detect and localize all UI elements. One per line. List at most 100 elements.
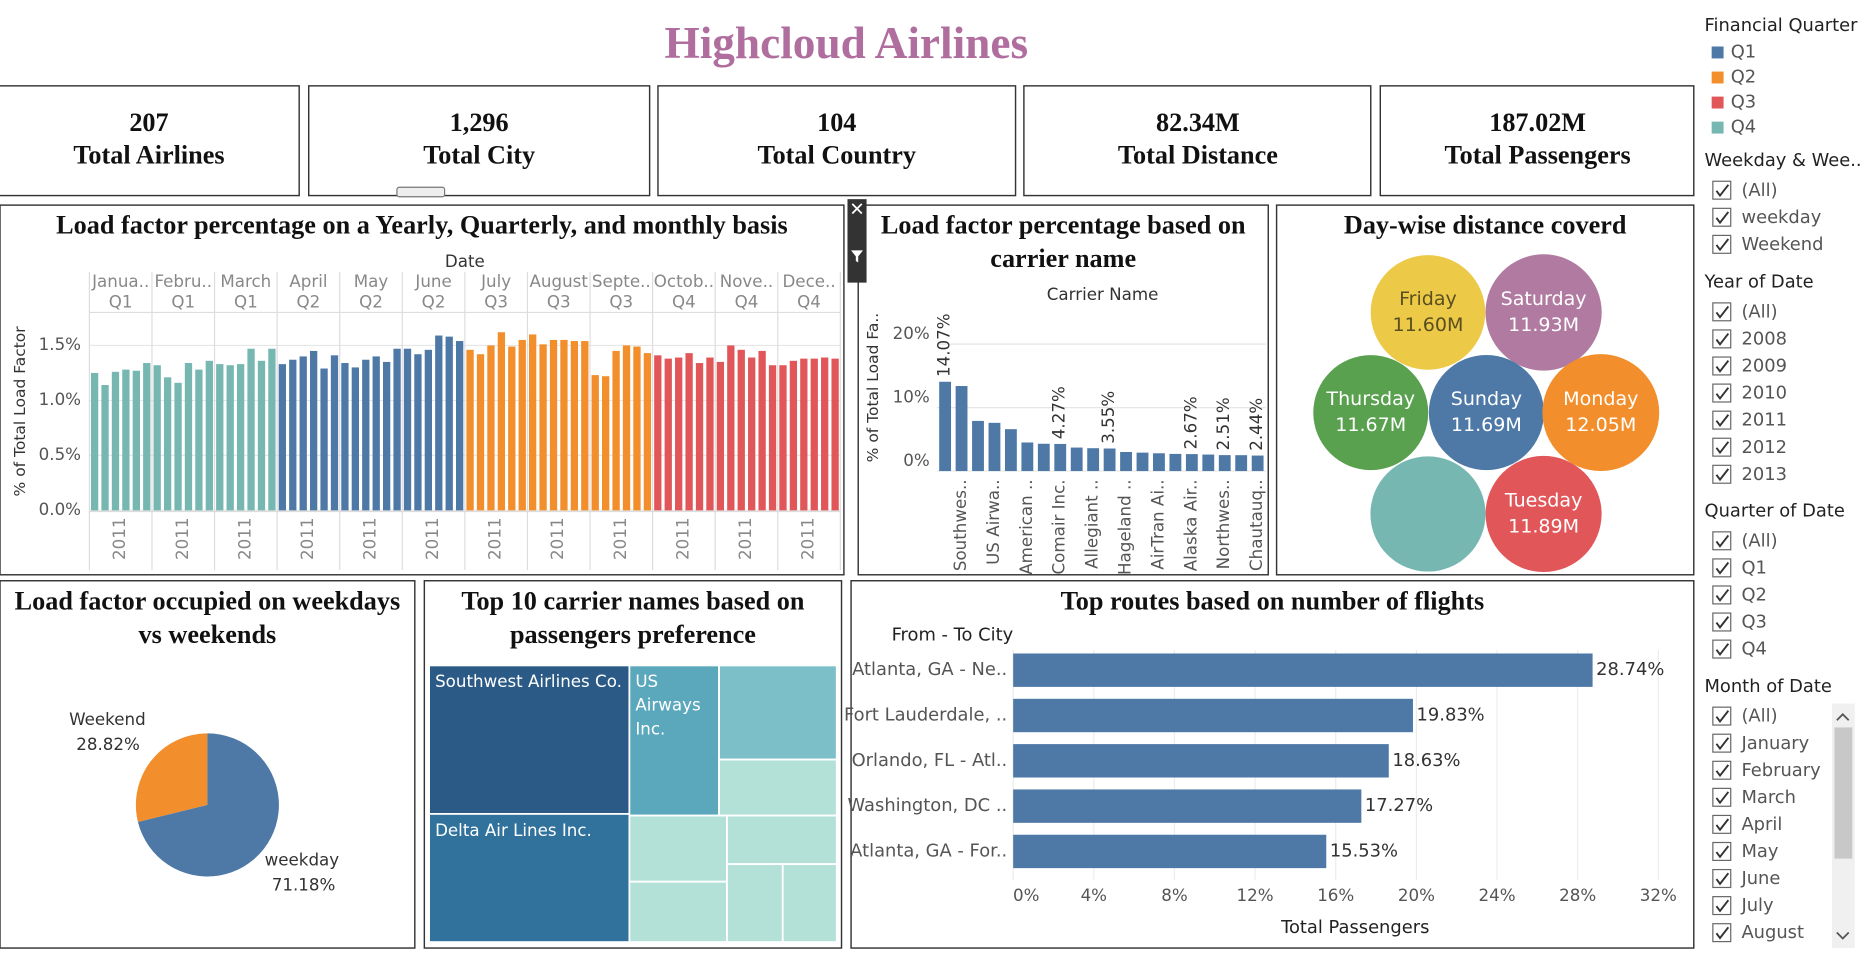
bubble-value: 12.05M	[1565, 414, 1636, 436]
bar	[955, 386, 968, 472]
kpi-card	[0, 85, 300, 197]
bar	[466, 349, 474, 511]
checkbox[interactable]	[1712, 733, 1732, 753]
chart-title: Load factor percentage based on carrier …	[880, 209, 1246, 274]
checkbox[interactable]	[1712, 207, 1732, 227]
bar	[351, 367, 360, 511]
checkbox[interactable]	[1712, 639, 1732, 659]
legend-swatch	[1711, 46, 1724, 59]
bar	[570, 341, 579, 511]
panel	[850, 580, 1695, 949]
checkbox[interactable]	[1712, 612, 1732, 632]
checkmark	[1715, 561, 1730, 575]
bar	[382, 361, 391, 511]
year-label: 2011	[548, 518, 567, 560]
checkbox[interactable]	[1712, 558, 1732, 578]
slice-label: weekday	[265, 850, 340, 869]
bar	[1013, 834, 1327, 869]
bar	[1054, 443, 1067, 472]
bar	[247, 348, 255, 511]
bar	[1120, 452, 1132, 472]
value-label: 2.67%	[1181, 396, 1200, 449]
scroll-up[interactable]	[1836, 713, 1850, 721]
bubble-label: Tuesday	[1504, 489, 1583, 511]
month-label: June	[414, 272, 451, 291]
kpi-label: Total Passengers	[1445, 140, 1631, 169]
legend-title: Financial Quarter	[1705, 15, 1859, 36]
bubble-label: Monday	[1563, 388, 1638, 410]
slice-value: 71.18%	[272, 876, 336, 895]
checkbox[interactable]	[1712, 760, 1732, 780]
bubble	[1313, 355, 1429, 471]
x-axis-title: Carrier Name	[1047, 285, 1159, 304]
checkmark	[1715, 305, 1730, 319]
chart-title: Top routes based on number of flights	[1060, 585, 1485, 616]
bar	[972, 420, 984, 472]
checkbox[interactable]	[1712, 329, 1732, 349]
kpi-value: 1,296	[450, 108, 509, 137]
bar	[602, 376, 610, 511]
kpi-value: 207	[129, 108, 168, 137]
checkbox[interactable]	[1712, 787, 1732, 807]
bar	[727, 345, 735, 511]
x-tick-label: Alaska Air..	[1181, 479, 1200, 571]
year-label: 2011	[235, 518, 254, 560]
filter-item: Q1	[1741, 557, 1766, 578]
checkbox[interactable]	[1712, 410, 1732, 430]
checkbox[interactable]	[1712, 531, 1732, 551]
chart-title: Load factor percentage on a Yearly, Quar…	[56, 209, 788, 240]
scroll-thumb[interactable]	[1834, 727, 1853, 859]
bar	[216, 364, 224, 511]
close-icon[interactable]	[851, 203, 863, 215]
bar	[497, 332, 506, 511]
checkmark	[1715, 764, 1730, 778]
bubble	[1485, 254, 1602, 371]
bar	[403, 348, 412, 511]
y-tick-label: 0.0%	[39, 500, 81, 519]
checkbox[interactable]	[1712, 356, 1732, 376]
bar	[393, 348, 401, 511]
bar	[988, 422, 1001, 472]
kpi-label: Total Distance	[1118, 140, 1278, 169]
bar	[810, 358, 818, 511]
value-label: 17.27%	[1365, 795, 1433, 816]
filter-item: 2011	[1741, 410, 1786, 431]
checkbox[interactable]	[1712, 923, 1732, 943]
checkbox[interactable]	[1712, 868, 1732, 889]
checkbox[interactable]	[1712, 383, 1732, 403]
checkmark	[1715, 845, 1730, 859]
bubble	[1428, 355, 1544, 471]
panel	[0, 204, 845, 576]
checkbox[interactable]	[1712, 896, 1732, 916]
value-label: 14.07%	[935, 313, 954, 377]
checkbox[interactable]	[1712, 841, 1732, 861]
checkmark	[1715, 616, 1730, 629]
scroll-down[interactable]	[1836, 931, 1850, 940]
bar	[278, 364, 286, 511]
checkbox[interactable]	[1712, 234, 1732, 254]
bar	[101, 385, 109, 511]
x-tick-label: 24%	[1478, 886, 1515, 905]
bar	[341, 363, 349, 511]
bar	[706, 357, 714, 511]
checkbox[interactable]	[1712, 180, 1732, 200]
bar	[132, 370, 140, 511]
checkbox[interactable]	[1712, 437, 1732, 457]
treemap-cell	[628, 664, 720, 817]
filter-icon[interactable]	[851, 250, 863, 263]
year-label: 2011	[673, 518, 692, 560]
value-label: 2.44%	[1247, 398, 1266, 451]
bar	[90, 372, 99, 511]
pie-slice	[137, 733, 279, 877]
checkmark	[1715, 332, 1730, 346]
month-label: May	[354, 272, 389, 291]
bar	[1251, 455, 1264, 472]
resize-handle[interactable]	[396, 186, 446, 198]
checkbox[interactable]	[1712, 814, 1732, 834]
bubble-value: 11.69M	[1451, 414, 1522, 436]
bar	[362, 359, 370, 511]
checkbox[interactable]	[1712, 302, 1732, 322]
checkbox[interactable]	[1712, 464, 1732, 484]
checkbox[interactable]	[1712, 706, 1732, 726]
checkbox[interactable]	[1712, 585, 1732, 605]
